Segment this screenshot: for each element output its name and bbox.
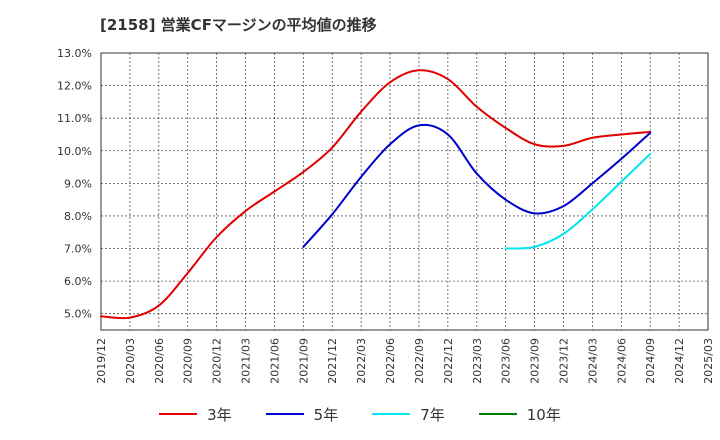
y-tick-label: 12.0% bbox=[57, 80, 92, 93]
chart-title: [2158] 営業CFマージンの平均値の推移 bbox=[100, 16, 377, 34]
x-axis-labels: 2019/12 2020/03 2020/06 2020/09 2020/12 2021/… bbox=[95, 338, 715, 384]
x-tick-label: 2020/12 bbox=[211, 338, 224, 384]
series-layer bbox=[100, 69, 652, 320]
x-tick-label: 2025/03 bbox=[702, 338, 715, 384]
series-line-2 bbox=[504, 153, 652, 250]
x-tick-label: 2020/06 bbox=[153, 338, 166, 384]
legend-label: 10年 bbox=[526, 405, 561, 424]
y-tick-label: 8.0% bbox=[64, 210, 92, 223]
x-tick-label: 2024/06 bbox=[615, 338, 628, 384]
y-gridlines bbox=[101, 85, 708, 315]
legend-label: 5年 bbox=[313, 405, 339, 424]
plot-area bbox=[101, 53, 708, 330]
x-tick-label: 2020/09 bbox=[182, 338, 195, 384]
y-tick-label: 11.0% bbox=[57, 112, 92, 125]
x-tick-label: 2022/06 bbox=[384, 338, 397, 384]
legend-label: 3年 bbox=[207, 405, 232, 424]
legend-swatch bbox=[478, 413, 517, 415]
legend-item-0: 3年 bbox=[159, 404, 232, 425]
y-tick-label: 10.0% bbox=[57, 145, 92, 158]
x-tick-label: 2023/09 bbox=[529, 338, 542, 384]
x-tick-label: 2023/06 bbox=[500, 338, 513, 384]
x-tick-label: 2021/03 bbox=[240, 338, 253, 384]
plot-frame bbox=[100, 52, 709, 331]
x-tick-label: 2022/03 bbox=[355, 338, 368, 384]
x-tick-label: 2021/06 bbox=[268, 338, 281, 384]
legend: 3年 5年 7年 10年 bbox=[0, 402, 720, 426]
x-tick-label: 2022/09 bbox=[413, 338, 426, 384]
legend-item-1: 5年 bbox=[265, 404, 339, 425]
series-line-1 bbox=[302, 123, 652, 248]
y-tick-label: 5.0% bbox=[64, 308, 92, 321]
x-tick-label: 2023/12 bbox=[557, 338, 570, 384]
x-tick-label: 2024/12 bbox=[673, 338, 686, 384]
legend-item-2: 7年 bbox=[372, 404, 445, 425]
y-tick-label: 7.0% bbox=[64, 243, 92, 256]
x-tick-label: 2019/12 bbox=[95, 338, 108, 384]
x-tick-label: 2024/09 bbox=[644, 338, 657, 384]
x-tick-label: 2023/03 bbox=[471, 338, 484, 384]
legend-label: 7年 bbox=[420, 405, 445, 424]
y-tick-label: 9.0% bbox=[64, 177, 92, 190]
x-tick-label: 2020/03 bbox=[124, 338, 137, 384]
x-tick-label: 2021/09 bbox=[297, 338, 310, 384]
y-axis-labels: 5.0% 6.0% 7.0% 8.0% 9.0% 10.0% 11.0% 12.0% 13.0% bbox=[57, 47, 92, 321]
x-tick-label: 2022/12 bbox=[442, 338, 455, 384]
y-tick-label: 13.0% bbox=[57, 47, 92, 60]
series-line-0 bbox=[100, 69, 652, 320]
legend-swatch bbox=[265, 413, 304, 415]
x-tick-label: 2024/03 bbox=[586, 338, 599, 384]
legend-item-3: 10年 bbox=[478, 404, 561, 425]
legend-swatch bbox=[159, 413, 198, 415]
legend-swatch bbox=[372, 413, 411, 415]
y-tick-label: 6.0% bbox=[64, 275, 92, 288]
x-tick-label: 2021/12 bbox=[326, 338, 339, 384]
